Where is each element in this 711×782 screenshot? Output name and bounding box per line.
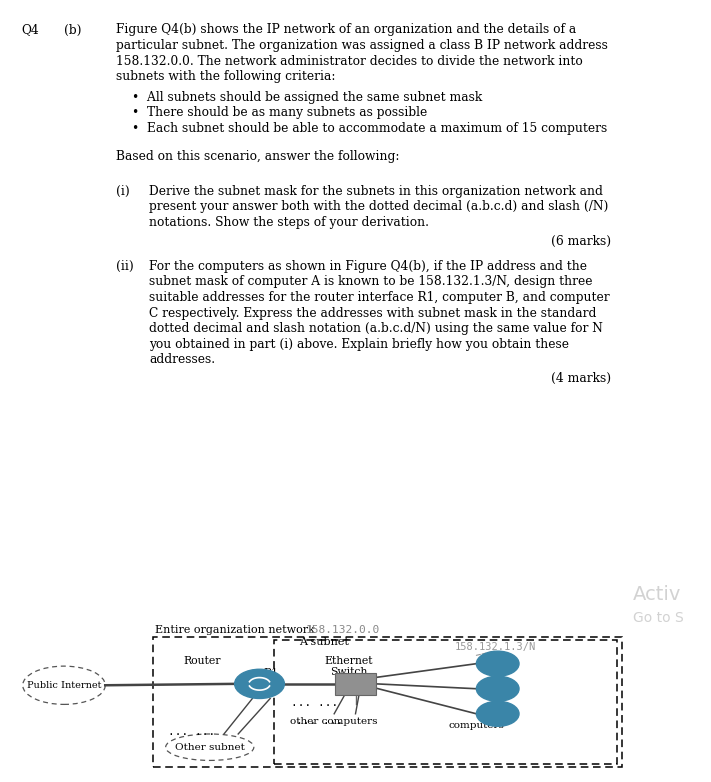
Text: C respectively. Express the addresses with subnet mask in the standard: C respectively. Express the addresses wi… <box>149 307 597 320</box>
Text: •  Each subnet should be able to accommodate a maximum of 15 computers: • Each subnet should be able to accommod… <box>132 122 606 135</box>
Text: Figure Q4(b) shows the IP network of an organization and the details of a: Figure Q4(b) shows the IP network of an … <box>116 23 576 37</box>
Text: (i): (i) <box>116 185 129 198</box>
Text: present your answer both with the dotted decimal (a.b.c.d) and slash (/N): present your answer both with the dotted… <box>149 200 609 213</box>
Text: •  There should be as many subnets as possible: • There should be as many subnets as pos… <box>132 106 427 120</box>
Text: C: C <box>493 707 503 720</box>
Text: Derive the subnet mask for the subnets in this organization network and: Derive the subnet mask for the subnets i… <box>149 185 603 198</box>
Text: Other subnet: Other subnet <box>175 743 245 752</box>
Text: subnet mask of computer A is known to be 158.132.1.3/N, design three: subnet mask of computer A is known to be… <box>149 275 593 289</box>
Bar <box>274 640 617 764</box>
Bar <box>153 637 622 767</box>
Text: computers: computers <box>449 721 504 730</box>
Text: 158.132.0.0. The network administrator decides to divide the network into: 158.132.0.0. The network administrator d… <box>116 55 582 68</box>
Text: 158.132.0.0: 158.132.0.0 <box>306 625 380 635</box>
Text: Switch: Switch <box>330 666 367 676</box>
Text: you obtained in part (i) above. Explain briefly how you obtain these: you obtained in part (i) above. Explain … <box>149 338 570 351</box>
Text: dotted decimal and slash notation (a.b.c.d/N) using the same value for N: dotted decimal and slash notation (a.b.c… <box>149 322 603 335</box>
Ellipse shape <box>476 676 519 701</box>
Text: suitable addresses for the router interface R1, computer B, and computer: suitable addresses for the router interf… <box>149 291 610 304</box>
Text: Based on this scenario, answer the following:: Based on this scenario, answer the follo… <box>116 150 400 163</box>
Text: ... ...: ... ... <box>291 698 338 708</box>
FancyBboxPatch shape <box>335 673 376 694</box>
Text: A subnet: A subnet <box>299 637 348 647</box>
Ellipse shape <box>235 669 284 698</box>
Text: Activ: Activ <box>633 585 681 604</box>
Ellipse shape <box>166 734 254 760</box>
Ellipse shape <box>476 701 519 726</box>
Text: Go to S: Go to S <box>633 611 683 625</box>
Text: Router: Router <box>183 656 220 666</box>
Text: (ii): (ii) <box>116 260 134 273</box>
Text: (4 marks): (4 marks) <box>551 372 611 386</box>
Text: notations. Show the steps of your derivation.: notations. Show the steps of your deriva… <box>149 216 429 229</box>
Text: R1: R1 <box>263 668 278 677</box>
Text: ... ...: ... ... <box>296 716 343 726</box>
Ellipse shape <box>476 651 519 676</box>
Text: (b): (b) <box>64 23 82 37</box>
Text: other computers: other computers <box>290 716 378 726</box>
Text: •  All subnets should be assigned the same subnet mask: • All subnets should be assigned the sam… <box>132 91 482 104</box>
Text: For the computers as shown in Figure Q4(b), if the IP address and the: For the computers as shown in Figure Q4(… <box>149 260 587 273</box>
Text: particular subnet. The organization was assigned a class B IP network address: particular subnet. The organization was … <box>116 39 608 52</box>
Text: Q4: Q4 <box>21 23 39 37</box>
Text: addresses.: addresses. <box>149 353 215 367</box>
Text: Public Internet: Public Internet <box>27 681 101 690</box>
Text: A: A <box>493 657 502 670</box>
Text: Entire organization network: Entire organization network <box>155 625 315 635</box>
Text: subnets with the following criteria:: subnets with the following criteria: <box>116 70 336 84</box>
Text: B: B <box>493 682 503 695</box>
Text: Ethernet: Ethernet <box>324 656 373 666</box>
Text: 158.132.1.3/N: 158.132.1.3/N <box>455 642 536 652</box>
Text: ... ...: ... ... <box>169 726 215 737</box>
Text: (6 marks): (6 marks) <box>551 235 611 248</box>
Ellipse shape <box>23 666 105 705</box>
